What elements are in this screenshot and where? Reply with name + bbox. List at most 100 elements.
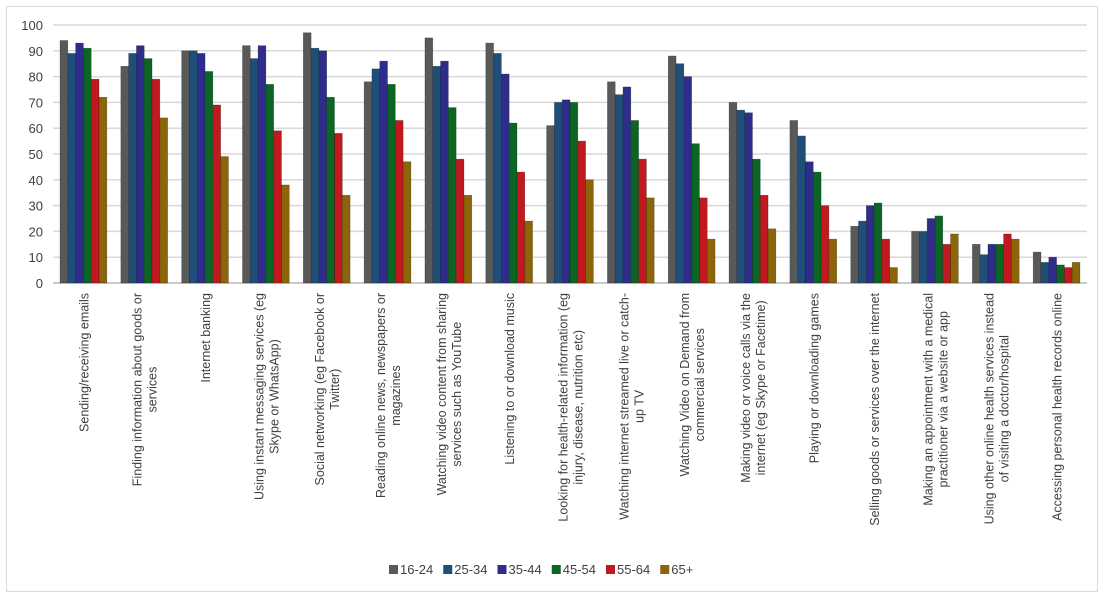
legend-swatch — [606, 565, 615, 574]
grouped-bar-chart: 0 10 20 30 40 50 60 70 80 90 100 Sending/receiving… — [21, 18, 1087, 577]
y-tick-label: 80 — [29, 70, 43, 85]
x-category-label: Reading online news, newspapers or magazi… — [374, 293, 403, 498]
x-category-label-line: Skype or WhatsApp) — [267, 339, 281, 454]
bar-16-24-9 — [607, 81, 616, 284]
bar-45-54-10 — [691, 143, 700, 284]
x-category-label-line: Social networking (eg Facebook or — [313, 293, 327, 485]
bar-55-64-6 — [455, 158, 465, 284]
legend-item-55-64: 55-64 — [606, 562, 650, 577]
bar-65+-15 — [1011, 238, 1020, 284]
bar-65+-13 — [889, 267, 898, 284]
bar-45-54-6 — [448, 107, 457, 284]
bar-45-54-13 — [873, 202, 883, 284]
bar-65+-9 — [646, 197, 655, 284]
legend-label: 65+ — [671, 562, 693, 577]
bar-35-44-1 — [136, 45, 145, 284]
bar-25-34-7 — [493, 53, 502, 284]
legend-item-16-24: 16-24 — [389, 562, 433, 577]
y-tick-label: 20 — [29, 224, 43, 239]
x-category-label: Playing or downloading games — [807, 293, 821, 463]
x-category-label-line: Using instant messaging services (eg — [252, 293, 266, 500]
bar-25-34-4 — [310, 47, 320, 284]
y-tick-label: 50 — [29, 147, 43, 162]
x-category-label: Selling goods or services over the inter… — [868, 292, 882, 525]
bar-55-64-15 — [1003, 233, 1012, 284]
bar-35-44-15 — [987, 244, 997, 284]
bar-55-64-3 — [273, 130, 282, 284]
bar-16-24-7 — [485, 42, 494, 284]
legend-label: 35-44 — [509, 562, 542, 577]
bar-65+-16 — [1071, 262, 1081, 284]
bar-35-44-6 — [440, 60, 449, 284]
bar-25-34-16 — [1040, 262, 1050, 284]
bar-45-54-4 — [326, 96, 335, 284]
x-category-label: Looking for health-related information (… — [557, 293, 586, 522]
bar-65+-14 — [950, 233, 959, 284]
x-category-label-line: Selling goods or services over the inter… — [868, 292, 882, 525]
x-category-label: Listening to or download music — [503, 293, 517, 465]
legend-item-45-54: 45-54 — [551, 562, 596, 577]
y-tick-label: 30 — [29, 199, 43, 214]
x-category-label-line: Making an appointment with a medical — [921, 293, 935, 506]
bar-16-24-15 — [972, 244, 981, 284]
x-category-label-line: practitioner via a website or app — [936, 311, 950, 488]
bar-35-44-5 — [379, 60, 388, 284]
bar-35-44-10 — [683, 76, 692, 284]
legend-swatch — [443, 565, 453, 574]
bar-25-34-13 — [858, 220, 867, 284]
legend-label: 55-64 — [617, 562, 650, 577]
bar-55-64-11 — [759, 194, 769, 284]
bar-65+-8 — [585, 179, 594, 284]
bar-55-64-10 — [699, 197, 708, 284]
bar-16-24-5 — [363, 81, 373, 284]
bar-35-44-2 — [196, 53, 206, 284]
y-tick-label: 100 — [21, 18, 43, 33]
bar-65+-7 — [524, 220, 533, 284]
bar-45-54-7 — [508, 122, 518, 284]
bar-25-34-9 — [614, 94, 624, 284]
bar-65+-12 — [828, 238, 837, 284]
bar-16-24-11 — [728, 102, 738, 284]
legend-swatch — [551, 565, 561, 574]
bar-55-64-9 — [638, 158, 647, 284]
x-category-label-line: Twitter) — [328, 369, 342, 410]
bar-25-34-11 — [736, 109, 745, 284]
bar-55-64-5 — [395, 120, 404, 284]
bar-45-54-8 — [569, 102, 579, 284]
legend-label: 25-34 — [454, 562, 487, 577]
x-category-label-line: Using other online health services inste… — [982, 293, 996, 524]
y-tick-label: 0 — [36, 276, 43, 291]
y-tick-label: 10 — [29, 250, 43, 265]
bar-16-24-16 — [1032, 251, 1042, 284]
x-category-label: Using instant messaging services (eg Skyp… — [252, 293, 281, 500]
x-category-label-line: Internet banking — [199, 293, 213, 383]
x-category-label-line: Playing or downloading games — [807, 293, 821, 463]
x-category-label-line: of visiting a doctor/hospital — [997, 335, 1011, 482]
x-category-label-line: Looking for health-related information (… — [557, 293, 571, 522]
bar-55-64-1 — [151, 78, 161, 284]
bar-35-44-4 — [318, 50, 328, 284]
x-category-label-line: commercial services — [693, 328, 707, 441]
bar-45-54-16 — [1056, 264, 1065, 284]
y-tick-label: 40 — [29, 173, 43, 188]
bar-35-44-16 — [1048, 256, 1057, 284]
bar-16-24-3 — [242, 45, 251, 284]
legend-swatch — [497, 565, 507, 574]
legend-label: 16-24 — [400, 562, 433, 577]
bar-65+-1 — [159, 117, 168, 284]
x-category-label: Using other online health services inste… — [982, 293, 1011, 524]
x-category-label-line: Accessing personal health records online — [1051, 293, 1065, 521]
bar-55-64-13 — [881, 238, 891, 284]
bar-65+-2 — [220, 156, 229, 284]
bar-25-34-15 — [979, 254, 989, 284]
bar-35-44-13 — [866, 205, 875, 284]
x-category-label: Making an appointment with a medical prac… — [921, 293, 950, 506]
x-category-label-line: services — [146, 367, 160, 413]
x-category-label-line: services such as YouTube — [450, 322, 464, 467]
bars — [59, 32, 1081, 284]
bar-16-24-8 — [546, 125, 555, 284]
bar-16-24-1 — [120, 65, 129, 284]
x-category-label-line: Watching internet streamed live or catch… — [617, 293, 631, 520]
y-tick-label: 60 — [29, 121, 43, 136]
bar-25-34-10 — [675, 63, 685, 284]
